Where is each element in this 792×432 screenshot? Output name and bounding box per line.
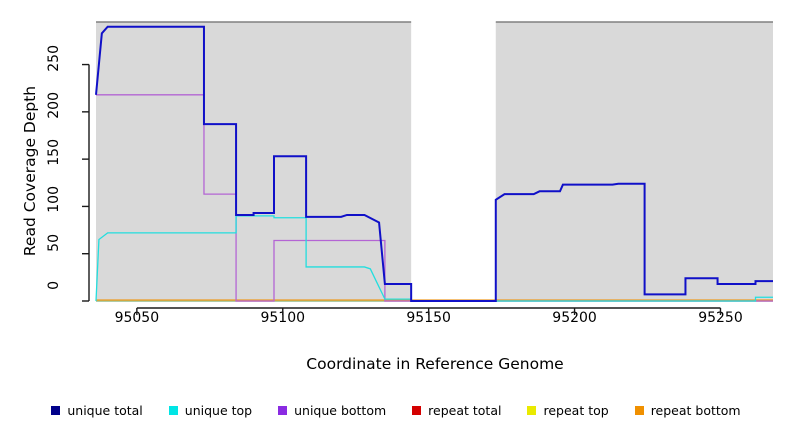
x-axis-title: Coordinate in Reference Genome	[306, 355, 564, 373]
legend-label: unique total	[67, 402, 143, 418]
legend-swatch-icon	[527, 405, 537, 415]
legend-swatch-icon	[51, 405, 61, 415]
legend-item-repeat-bottom[interactable]: repeat bottom	[634, 402, 741, 418]
legend-swatch-icon	[412, 405, 422, 415]
series-unique-bottom	[96, 94, 773, 302]
legend-label: unique top	[184, 402, 253, 418]
legend-swatch-icon	[278, 405, 288, 415]
series-unique-top	[95, 215, 773, 302]
x-tick-label-95050: 95050	[114, 310, 160, 326]
x-tick-label-95150: 95150	[406, 310, 451, 326]
plot-background-right	[495, 22, 773, 301]
x-tick-label-95200: 95200	[552, 310, 597, 326]
x-tick-label-95100: 95100	[260, 310, 306, 326]
legend-label: repeat top	[543, 402, 609, 418]
series-unique-total	[95, 25, 773, 302]
x-tick-label-95250: 95250	[698, 310, 743, 326]
legend-label: repeat bottom	[650, 402, 741, 418]
chart-legend: unique total unique top unique bottom repea…	[0, 398, 792, 422]
legend-item-repeat-total[interactable]: repeat total	[412, 403, 501, 418]
legend-swatch-icon	[634, 405, 644, 415]
legend-item-unique-bottom[interactable]: unique bottom	[278, 403, 386, 418]
legend-item-unique-total[interactable]: unique total	[51, 402, 143, 418]
legend-swatch-icon	[168, 405, 178, 415]
legend-item-repeat-top[interactable]: repeat top	[527, 402, 609, 418]
legend-label: repeat total	[428, 402, 502, 418]
plot-background-left	[96, 22, 412, 301]
legend-label: unique bottom	[294, 402, 387, 418]
legend-item-unique-top[interactable]: unique top	[168, 402, 253, 418]
